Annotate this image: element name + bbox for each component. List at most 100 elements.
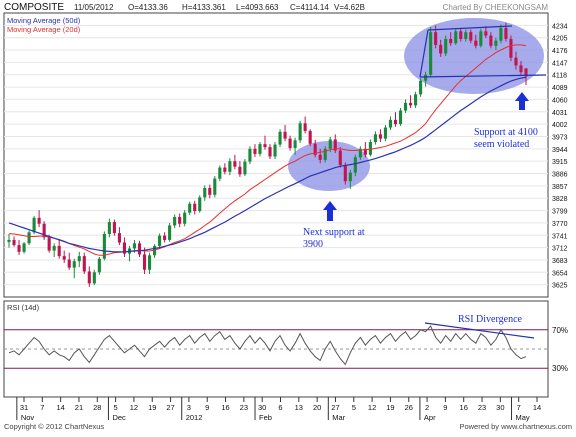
candle (454, 28, 458, 45)
x-tick-label: 19 (148, 403, 156, 412)
ma20-line (8, 44, 527, 256)
candle-body (484, 31, 488, 36)
price-tick-label: 3625 (552, 283, 568, 290)
candle-body (313, 143, 317, 155)
candle-body (288, 138, 292, 148)
candle (388, 116, 393, 131)
candle (414, 91, 418, 108)
candle (238, 161, 242, 177)
candle-body (42, 223, 46, 238)
candle (168, 222, 172, 242)
candle (137, 240, 142, 257)
candle-body (37, 217, 41, 224)
candle (479, 28, 483, 48)
date-label: 11/05/2012 (74, 3, 114, 12)
candle-body (253, 148, 257, 154)
volume-value: V=4.62B (334, 3, 365, 12)
candle-body (107, 222, 111, 234)
symbol-label: COMPOSITE (4, 2, 64, 13)
x-tick-label: 14 (56, 403, 64, 412)
x-tick-label: 20 (313, 403, 321, 412)
candle-body (27, 232, 31, 244)
x-month-label: May (516, 413, 530, 422)
price-tick-label: 4205 (552, 36, 568, 43)
candle (459, 27, 463, 42)
candle-body (198, 197, 202, 211)
candle (173, 214, 177, 229)
candle-body (494, 40, 498, 46)
candle (57, 239, 61, 259)
candle-body (273, 144, 277, 157)
candle-body (168, 225, 172, 240)
x-tick-label: 31 (20, 403, 28, 412)
rsi-line (8, 325, 527, 366)
price-tick-label: 3973 (552, 134, 568, 141)
candle-body (137, 243, 142, 255)
channel-top-line (427, 25, 513, 31)
x-tick-label: 26 (405, 403, 413, 412)
x-month-label: Nov (21, 413, 35, 422)
candle-body (424, 74, 428, 81)
candle-body (117, 233, 121, 243)
candle-body (263, 144, 267, 148)
candle-body (469, 32, 473, 41)
price-tick-label: 3857 (552, 184, 568, 191)
candle (308, 129, 312, 147)
candle (373, 131, 377, 145)
x-tick-label: 23 (478, 403, 486, 412)
candle (318, 148, 322, 164)
high-value: H=4133.361 (182, 3, 226, 12)
candle-body (454, 31, 458, 44)
candle-body (368, 142, 372, 155)
candle-body (504, 27, 508, 39)
x-tick-label: 30 (258, 403, 266, 412)
annotation-support-4100-line2: seem violated (474, 139, 529, 150)
candle-body (353, 157, 357, 173)
x-tick-label: 9 (443, 403, 447, 412)
arrow-up-feb-icon (323, 201, 337, 221)
candle (368, 139, 372, 157)
rsi-divergence-line (424, 322, 535, 339)
candle-body (248, 148, 252, 162)
legend-ma50: Moving Average (50d) (7, 16, 81, 25)
price-tick-label: 3683 (552, 258, 568, 265)
x-month-label: Dec (112, 413, 126, 422)
chart-credit: Charted By CHEEKONGSAM (443, 3, 549, 12)
candle (408, 95, 413, 108)
x-tick-label: 7 (40, 403, 44, 412)
candle-body (474, 40, 478, 46)
annotation-rsi-divergence: RSI Divergence (458, 314, 523, 325)
candle-body (47, 237, 51, 251)
annotation-support-4100-line1: Support at 4100 (474, 127, 538, 138)
candle-body (183, 212, 187, 224)
candle-body (223, 167, 227, 172)
price-tick-label: 4176 (552, 48, 568, 55)
candle-body (158, 235, 162, 246)
price-tick-label: 4089 (552, 85, 568, 92)
candle-body (398, 110, 403, 125)
candle (263, 135, 267, 150)
arrow-up-right-icon (515, 92, 529, 110)
open-value: O=4133.36 (128, 3, 168, 12)
candle (112, 219, 116, 236)
candle-body (524, 68, 528, 77)
x-month-label: Apr (424, 413, 436, 422)
candle (198, 195, 202, 213)
price-tick-label: 4147 (552, 60, 568, 67)
candle (358, 146, 362, 160)
candle (253, 144, 257, 157)
candle-body (383, 127, 388, 139)
rsi-tick-30: 30% (552, 364, 568, 373)
x-month-label: Mar (332, 413, 345, 422)
x-tick-label: 12 (130, 403, 138, 412)
candle (484, 26, 488, 39)
x-tick-label: 3 (187, 403, 191, 412)
candle-body (449, 38, 453, 44)
candle-body (258, 144, 262, 154)
candle (464, 29, 468, 42)
x-month-label: Feb (259, 413, 272, 422)
candle-body (393, 119, 398, 125)
candle-body (72, 261, 76, 268)
x-tick-label: 12 (368, 403, 376, 412)
price-tick-label: 3915 (552, 159, 568, 166)
